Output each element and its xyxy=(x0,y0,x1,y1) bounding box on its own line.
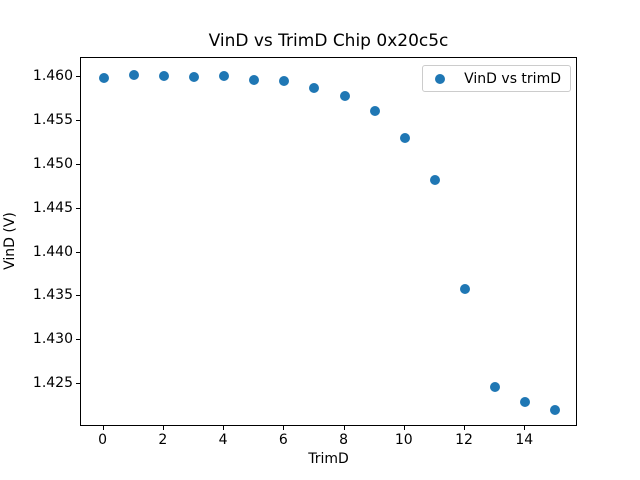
y-tick-mark xyxy=(76,76,80,78)
legend-label: VinD vs trimD xyxy=(464,70,561,87)
legend-marker-icon xyxy=(435,73,446,84)
y-tick-mark xyxy=(76,339,80,341)
y-tick-label: 1.460 xyxy=(32,68,73,85)
x-tick-mark xyxy=(162,426,164,430)
data-point xyxy=(339,90,350,101)
y-tick-label: 1.450 xyxy=(32,155,73,172)
y-tick-label: 1.445 xyxy=(32,199,73,216)
data-point xyxy=(249,74,260,85)
data-point xyxy=(128,69,139,80)
x-tick-label: 0 xyxy=(98,432,108,448)
y-tick-mark xyxy=(76,207,80,209)
data-point xyxy=(219,71,230,82)
x-axis-label: TrimD xyxy=(308,451,349,467)
y-tick-mark xyxy=(76,120,80,122)
chart-title: VinD vs TrimD Chip 0x20c5c xyxy=(208,31,449,51)
x-tick-label: 8 xyxy=(339,432,349,448)
data-point xyxy=(460,284,471,295)
data-point xyxy=(490,381,501,392)
x-tick-mark xyxy=(464,426,466,430)
y-tick-mark xyxy=(76,251,80,253)
x-tick-mark xyxy=(223,426,225,430)
y-tick-label: 1.455 xyxy=(32,112,73,129)
y-tick-label: 1.435 xyxy=(32,287,73,304)
data-point xyxy=(98,73,109,84)
data-point xyxy=(279,75,290,86)
x-tick-mark xyxy=(403,426,405,430)
x-tick-label: 2 xyxy=(158,432,168,448)
data-point xyxy=(369,105,380,116)
x-tick-label: 14 xyxy=(515,432,534,448)
data-point xyxy=(309,82,320,93)
x-tick-mark xyxy=(524,426,526,430)
y-tick-label: 1.440 xyxy=(32,243,73,260)
y-axis-label: VinD (V) xyxy=(2,212,18,270)
data-point xyxy=(429,174,440,185)
y-tick-label: 1.430 xyxy=(32,331,73,348)
y-tick-label: 1.425 xyxy=(32,375,73,392)
x-tick-label: 6 xyxy=(278,432,288,448)
data-point xyxy=(188,72,199,83)
y-tick-mark xyxy=(76,295,80,297)
x-tick-mark xyxy=(343,426,345,430)
y-tick-mark xyxy=(76,163,80,165)
plot-area: VinD vs trimD xyxy=(80,57,577,426)
x-tick-label: 12 xyxy=(455,432,473,448)
data-point xyxy=(158,71,169,82)
legend: VinD vs trimD xyxy=(422,65,571,92)
x-tick-mark xyxy=(283,426,285,430)
data-point xyxy=(399,132,410,143)
x-tick-label: 10 xyxy=(394,432,413,448)
x-tick-mark xyxy=(102,426,104,430)
x-tick-label: 4 xyxy=(218,432,228,448)
data-point xyxy=(550,405,561,416)
y-tick-mark xyxy=(76,383,80,385)
data-point xyxy=(520,397,531,408)
